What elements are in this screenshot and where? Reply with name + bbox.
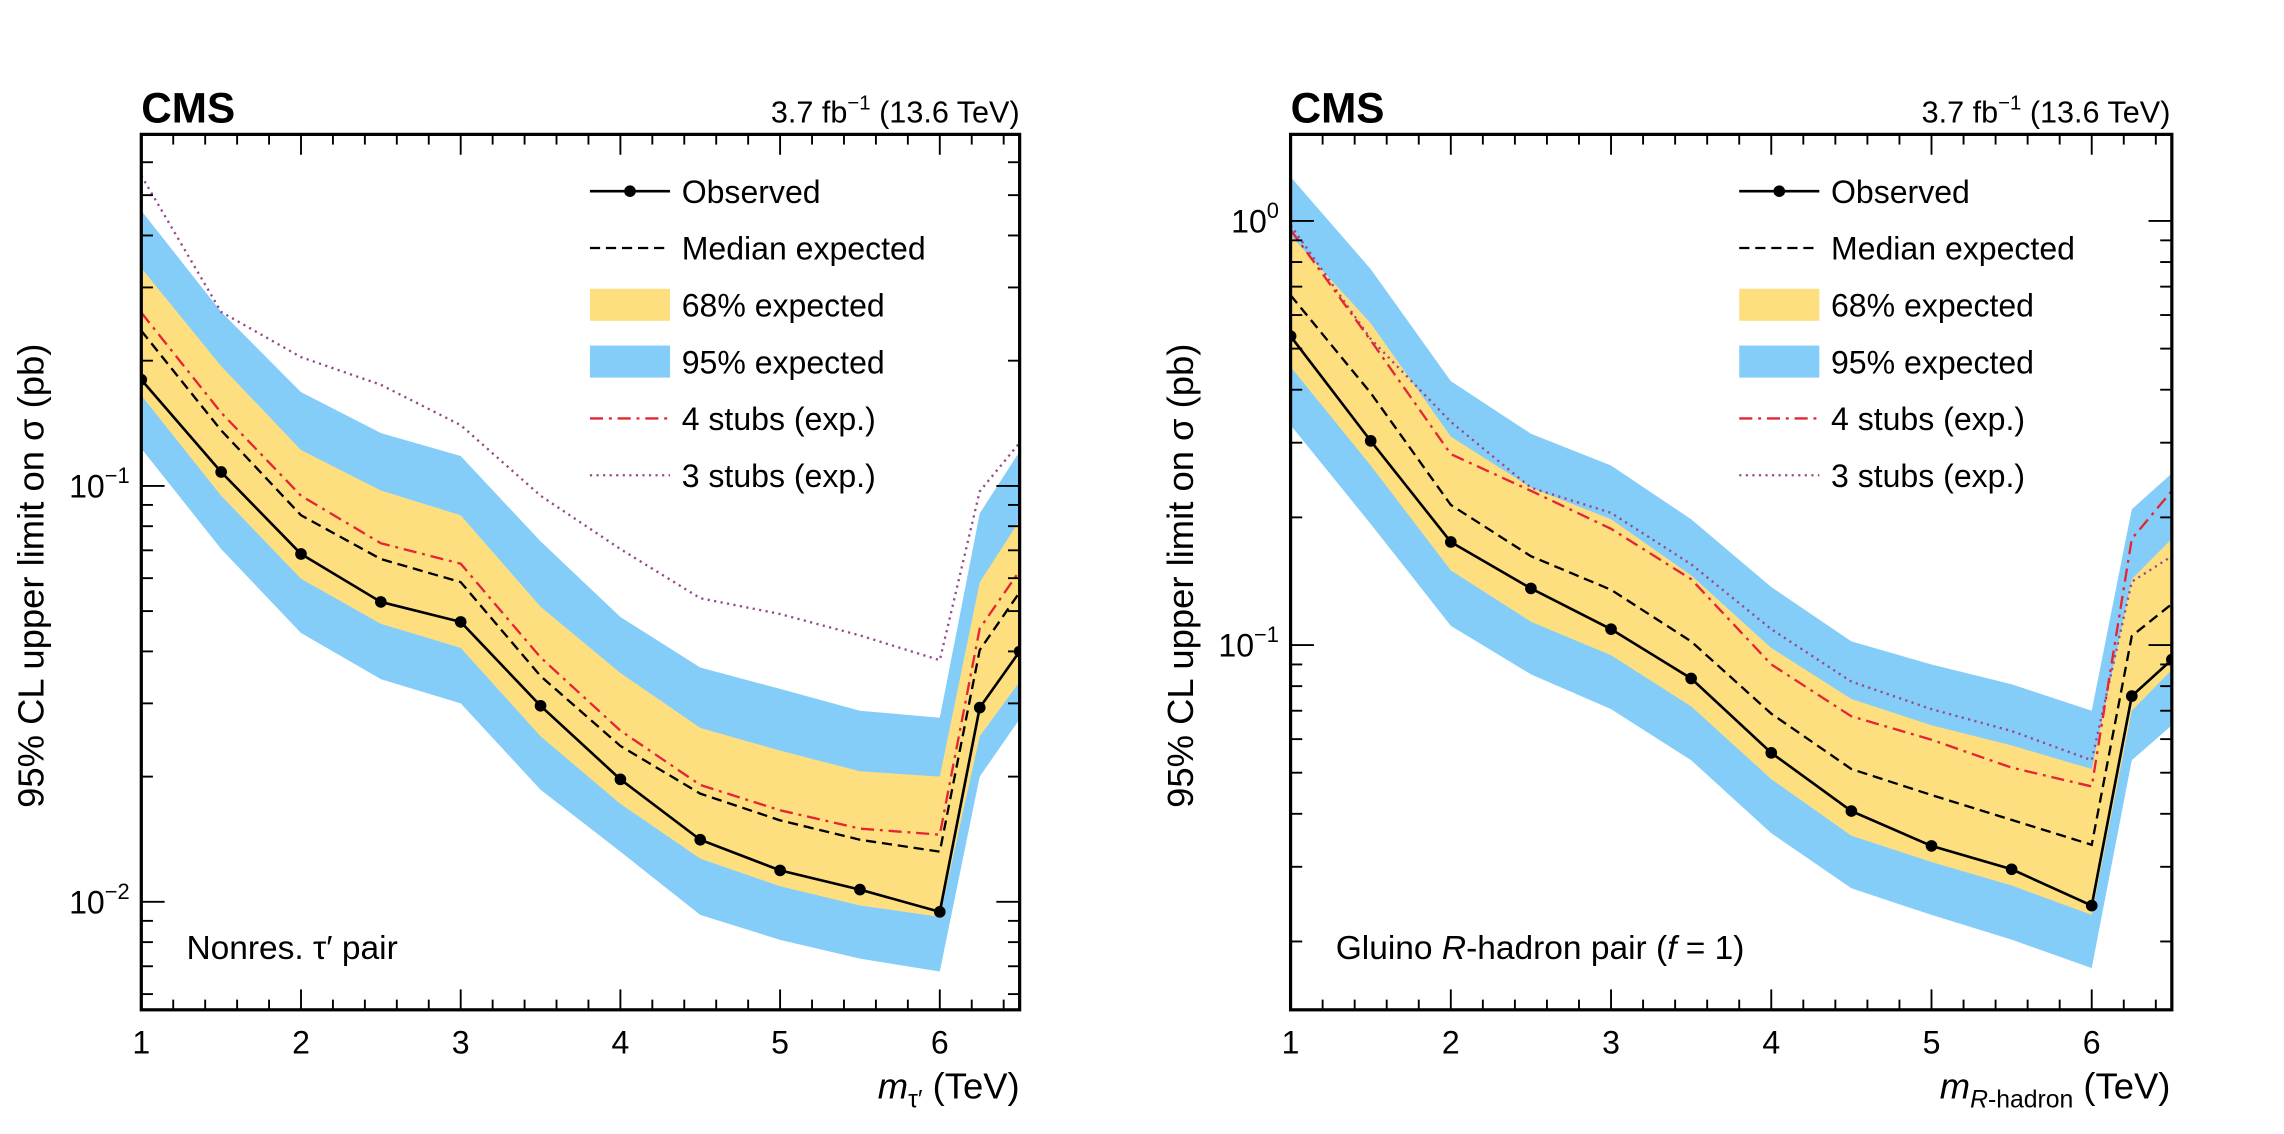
line-median-expected — [1290, 294, 2172, 847]
observed-point — [1765, 746, 1778, 759]
legend-swatch — [1739, 288, 1820, 321]
legend-label: 68% expected — [1831, 287, 2034, 323]
observed-point — [774, 864, 786, 877]
observed-point — [1605, 623, 1617, 635]
x-tick-label: 4 — [611, 1025, 629, 1061]
process-annotation: Nonres. τ′ pair — [186, 930, 397, 967]
legend-item: 68% expected — [589, 287, 885, 323]
x-tick-label: 5 — [771, 1025, 789, 1061]
legend-label: 68% expected — [682, 287, 885, 323]
x-tick-label: 6 — [931, 1025, 949, 1061]
experiment-label: CMS — [1291, 85, 1385, 132]
process-annotation: Gluino R-hadron pair (f = 1) — [1336, 930, 1745, 967]
line-4-stubs-exp — [141, 311, 1020, 836]
legend-item: Observed — [589, 174, 821, 210]
plot-frame — [139, 132, 1022, 1012]
observed-point — [2005, 863, 2018, 876]
legend-label: Median expected — [682, 231, 926, 267]
legend-swatch — [589, 345, 671, 378]
observed-point — [2085, 899, 2098, 912]
legend-label: 95% expected — [682, 344, 885, 380]
panel-right: 1 2 3 4 5 6 100 10−1 Observed Median expected 68% … — [1160, 85, 2174, 1114]
observed-point — [614, 773, 627, 786]
observed-point — [694, 833, 707, 846]
legend-item: Median expected — [589, 231, 926, 267]
x-tick-label: 3 — [452, 1025, 470, 1061]
series-layer — [141, 175, 1020, 972]
observed-point — [973, 701, 986, 714]
legend-item: 3 stubs (exp.) — [1739, 458, 2025, 494]
y-tick-label: 10−1 — [69, 463, 130, 505]
lumi-label: 3.7 fb−1 (13.6 TeV) — [1922, 93, 2171, 130]
observed-point — [215, 466, 227, 478]
legend: Observed Median expected 68% expected 95% e… — [589, 174, 926, 494]
legend-label: 4 stubs (exp.) — [682, 401, 876, 437]
legend-label: 3 stubs (exp.) — [682, 458, 876, 494]
legend-marker — [624, 185, 636, 198]
y-tick-label: 10−2 — [69, 879, 130, 921]
observed-point — [295, 548, 307, 560]
legend-swatch — [1739, 345, 1820, 378]
x-tick-label: 1 — [1282, 1025, 1300, 1061]
observed-point — [375, 596, 387, 608]
observed-point — [454, 616, 467, 628]
line-median-expected — [141, 330, 1020, 853]
observed-point — [1685, 672, 1697, 685]
plot-area-right: 1 2 3 4 5 6 100 10−1 Observed Median expected 68% … — [1218, 132, 2174, 1061]
y-tick-label: 100 — [1231, 198, 1279, 240]
legend-item: 95% expected — [589, 344, 885, 380]
legend-item: Median expected — [1739, 231, 2075, 267]
y-axis-label: 95% CL upper limit on σ (pb) — [1160, 344, 1201, 808]
x-axis-label: mτ′ (TeV) — [878, 1066, 1020, 1114]
observed-point — [1364, 435, 1377, 447]
legend-label: Observed — [1831, 174, 1970, 210]
panel-left: 1 2 3 4 5 6 10−1 10−2 Observed Median expected 68%… — [11, 85, 1022, 1114]
legend-item: 4 stubs (exp.) — [589, 401, 876, 437]
x-tick-label: 6 — [2083, 1025, 2101, 1061]
x-axis-label: mR-hadron (TeV) — [1940, 1066, 2171, 1114]
plot-frame — [1288, 132, 2174, 1012]
legend: Observed Median expected 68% expected 95% e… — [1739, 174, 2075, 494]
line-3-stubs-exp — [141, 175, 1020, 662]
plot-area-left: 1 2 3 4 5 6 10−1 10−2 Observed Median expected 68%… — [69, 132, 1022, 1061]
x-tick-label: 2 — [292, 1025, 310, 1061]
observed-point — [1925, 840, 1938, 852]
observed-point — [854, 883, 866, 896]
legend-label: Median expected — [1831, 231, 2075, 267]
band-68-expected — [1290, 235, 2172, 915]
lumi-label: 3.7 fb−1 (13.6 TeV) — [771, 93, 1020, 130]
x-tick-label: 3 — [1602, 1025, 1620, 1061]
legend-item: Observed — [1739, 174, 1970, 210]
observed-point — [933, 906, 946, 918]
legend-label: Observed — [682, 174, 821, 210]
x-tick-label: 4 — [1762, 1025, 1780, 1061]
legend-item: 95% expected — [1739, 344, 2034, 380]
observed-point — [1525, 582, 1537, 595]
legend-marker — [1773, 185, 1786, 198]
observed-point — [2125, 690, 2138, 702]
legend-item: 3 stubs (exp.) — [589, 458, 876, 494]
legend-item: 4 stubs (exp.) — [1739, 401, 2025, 437]
legend-label: 4 stubs (exp.) — [1831, 401, 2025, 437]
band-68-expected — [141, 268, 1020, 917]
observed-point — [1845, 805, 1858, 817]
series-layer — [1290, 176, 2172, 969]
observed-point — [534, 699, 547, 712]
legend-item: 68% expected — [1739, 287, 2034, 323]
legend-label: 3 stubs (exp.) — [1831, 458, 2025, 494]
y-tick-label: 10−1 — [1218, 622, 1279, 664]
x-tick-label: 2 — [1442, 1025, 1460, 1061]
y-axis-label: 95% CL upper limit on σ (pb) — [11, 344, 52, 808]
legend-label: 95% expected — [1831, 344, 2034, 380]
x-tick-label: 1 — [132, 1025, 150, 1061]
legend-swatch — [589, 288, 671, 321]
experiment-label: CMS — [141, 85, 235, 132]
x-tick-label: 5 — [1923, 1025, 1941, 1061]
observed-point — [1444, 536, 1457, 548]
